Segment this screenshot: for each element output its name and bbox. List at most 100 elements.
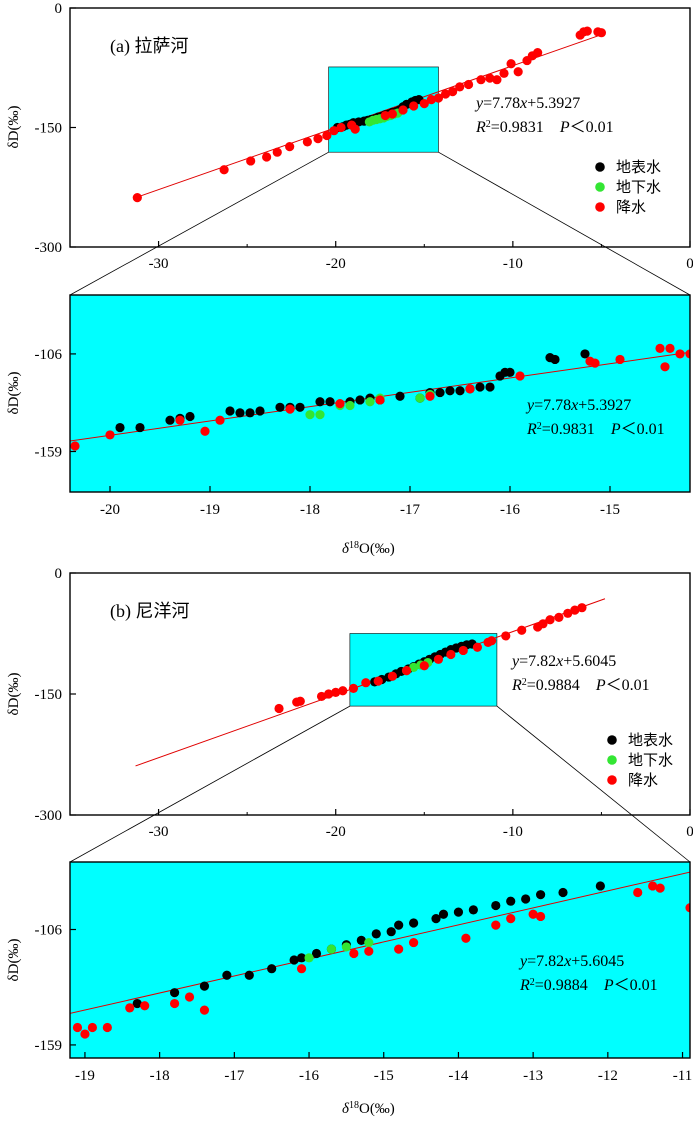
data-point [350,124,360,134]
data-point [491,900,501,911]
data-point [409,662,419,672]
data-point [582,26,592,36]
data-point [305,410,315,420]
legend-label: 地表水 [616,159,661,176]
data-point [536,890,546,900]
data-point [538,619,548,629]
data-point [431,914,441,924]
text-run: P [610,421,621,438]
text-run: +5.3927 [578,397,631,414]
legend-label: 地下水 [616,179,661,196]
text-run: R [511,677,522,694]
data-point [315,410,325,420]
x-tick-label: -17 [224,1068,244,1084]
data-point [356,935,366,946]
data-point [615,354,625,365]
data-point [655,883,665,893]
data-point [394,920,404,930]
data-point [492,75,502,85]
x-tick-label: 0 [686,824,693,840]
data-point [364,946,374,956]
data-point [485,382,495,392]
x-tick-label: -20 [326,256,346,272]
data-point [395,391,405,401]
data-point [380,110,390,121]
data-point [401,666,412,676]
data-point [87,1022,98,1033]
text-run: y [518,953,528,970]
text-run: y [525,397,535,414]
data-point [348,683,359,693]
plot-frame [69,861,691,1059]
data-point [633,887,643,898]
data-point [445,386,455,396]
data-point [315,397,325,407]
data-point [685,349,690,359]
x-tick-label: -16 [500,502,520,518]
data-point [491,920,501,930]
panel-title: (b) 尼洋河 [110,601,190,622]
text-run: x [555,653,563,670]
data-point [517,625,527,635]
x-tick-label: -14 [448,1068,468,1084]
legend-marker [607,775,617,785]
data-point [433,654,444,664]
text-run: 2 [530,977,535,988]
data-point [515,371,525,381]
data-point [501,631,511,641]
data-point [528,909,538,919]
y-tick-label: -106 [35,923,63,939]
panel-a_zoom: -20 -19 -18 -17 -16 -15-159-106δD(‰)δ18O(‰)y=… [6,294,691,557]
data-point [446,649,456,660]
data-point [285,142,295,152]
data-point [506,59,516,69]
zoom-window [328,66,439,153]
data-point [371,929,381,939]
y-tick-label: 0 [55,1,63,17]
data-point [316,691,327,702]
text-run: ＜0.01 [570,119,614,136]
text-run: ＜0.01 [606,677,650,694]
data-point [487,636,497,646]
x-tick-label: -13 [523,1068,543,1084]
text-run: =7.82 [527,953,564,970]
data-point [135,422,145,433]
text-run: 2 [537,421,542,432]
r-squared-label: R2=0.9831 P＜0.01 [526,421,665,439]
text-run: 18 [349,1100,359,1111]
data-point [199,1005,210,1015]
zoom-connector-line [496,705,691,863]
x-tick-label: -16 [299,1068,319,1084]
data-point [338,686,348,696]
data-point [70,441,80,451]
data-point [304,953,314,963]
legend-label: 降水 [616,199,646,216]
text-run: +5.6045 [571,953,624,970]
data-point [550,354,560,365]
r-squared-label: R2=0.9831 P＜0.01 [475,119,614,137]
data-point [132,193,142,203]
text-run: ＜0.01 [614,977,658,994]
y-axis-title: δD(‰) [6,939,22,982]
text-run: x [519,95,527,112]
data-point [563,608,573,618]
data-point [425,391,435,401]
data-point [577,603,587,613]
data-point [219,165,229,175]
data-point [295,402,305,412]
points [72,881,690,1039]
data-point [244,970,254,980]
data-point [476,75,486,85]
data-point [329,126,339,136]
data-point [341,942,351,952]
data-point [660,362,670,372]
data-point [475,382,485,392]
data-point [365,397,375,407]
y-axis-title: δD(‰) [6,372,22,415]
x-tick-label: -19 [75,1068,95,1084]
y-tick-label: -300 [35,240,63,256]
text-run: =0.9884 [535,977,588,994]
data-point [275,402,285,412]
data-point [199,981,210,991]
